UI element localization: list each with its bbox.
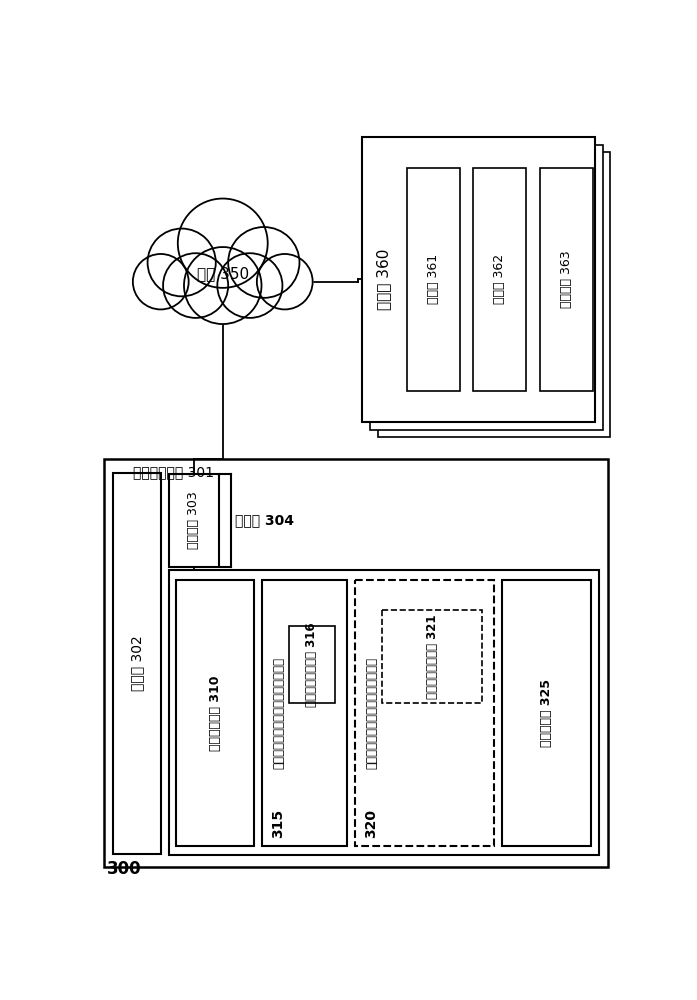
Text: 处理器 362: 处理器 362 <box>493 254 506 304</box>
Bar <box>113 473 161 854</box>
Bar <box>169 474 219 567</box>
Text: 320: 320 <box>365 809 378 838</box>
Text: 通信接口 303: 通信接口 303 <box>187 492 200 549</box>
Bar <box>370 145 602 430</box>
Circle shape <box>148 229 216 296</box>
Text: 网络 350: 网络 350 <box>197 266 249 282</box>
Text: 通过测序进行核型分析的变异检测器: 通过测序进行核型分析的变异检测器 <box>272 657 285 769</box>
Text: 数据准备模块 310: 数据准备模块 310 <box>208 675 222 751</box>
Bar <box>355 580 494 846</box>
Text: 第一机器学习模型 316: 第一机器学习模型 316 <box>305 622 319 707</box>
Text: 变异鉴别装置 301: 变异鉴别装置 301 <box>133 466 215 480</box>
Text: 数据库 360: 数据库 360 <box>376 249 392 310</box>
Bar <box>407 168 459 391</box>
Bar <box>378 152 611 437</box>
Bar <box>473 168 526 391</box>
Circle shape <box>217 253 282 318</box>
Circle shape <box>257 254 313 309</box>
Bar <box>261 580 346 846</box>
Text: 第二机器学习模型 321: 第二机器学习模型 321 <box>425 614 438 699</box>
Text: 300: 300 <box>107 860 141 878</box>
Text: 通过测序进行核型分析的变异分析仪: 通过测序进行核型分析的变异分析仪 <box>365 657 378 769</box>
Bar <box>169 570 599 855</box>
Circle shape <box>184 247 261 324</box>
Bar <box>176 580 254 846</box>
Bar <box>289 626 335 703</box>
Bar <box>382 610 482 703</box>
Circle shape <box>178 199 268 288</box>
Bar <box>540 168 593 391</box>
Text: 报告生成器 325: 报告生成器 325 <box>539 679 553 747</box>
Text: 通信接口 363: 通信接口 363 <box>560 251 573 308</box>
Circle shape <box>228 227 300 298</box>
Bar <box>362 137 595 422</box>
Text: 315: 315 <box>272 808 286 838</box>
Bar <box>502 580 591 846</box>
Text: 存储器 361: 存储器 361 <box>427 254 440 304</box>
Text: 处理器 304: 处理器 304 <box>235 513 294 527</box>
Text: 存储器 302: 存储器 302 <box>130 635 144 691</box>
Circle shape <box>163 253 228 318</box>
Circle shape <box>133 254 189 309</box>
Bar <box>104 459 608 867</box>
